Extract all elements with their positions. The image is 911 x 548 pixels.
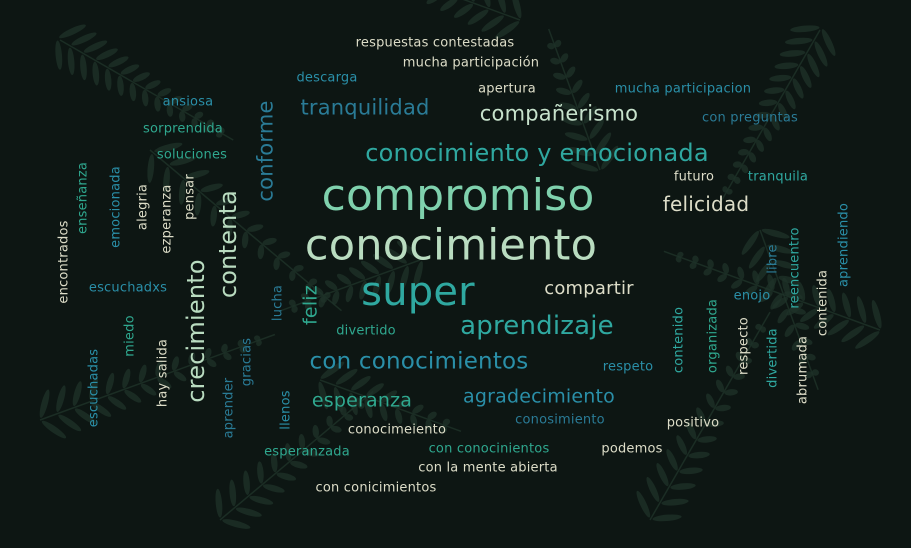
word-agradecimiento: agradecimiento bbox=[462, 385, 616, 408]
word-apertura: apertura bbox=[478, 81, 536, 97]
fern-frond bbox=[215, 390, 374, 529]
fern-frond bbox=[547, 28, 619, 172]
word-con-preguntas: con preguntas bbox=[702, 110, 798, 126]
word-aprendizaje: aprendizaje bbox=[460, 311, 614, 341]
word-aprender: aprender bbox=[221, 377, 237, 439]
word-companerismo: compañerismo bbox=[479, 101, 639, 126]
word-ansiosa: ansiosa bbox=[162, 94, 214, 110]
fern-frond bbox=[278, 241, 423, 313]
word-aprendiendo: aprendiendo bbox=[836, 202, 852, 288]
word-gracias: gracias bbox=[239, 337, 255, 387]
word-contenida: contenida bbox=[815, 269, 831, 337]
word-divertida: divertida bbox=[765, 328, 781, 388]
word-reencuentro: reencuentro bbox=[787, 227, 803, 309]
word-libre: libre bbox=[765, 244, 781, 274]
word-compromiso: compromiso bbox=[321, 170, 595, 221]
word-conosimiento: conosimiento bbox=[515, 412, 605, 428]
word-futuro: futuro bbox=[673, 169, 715, 185]
word-organizada: organizada bbox=[705, 298, 721, 374]
word-con-la-mente-abierta: con la mente abierta bbox=[418, 460, 558, 476]
word-descarga: descarga bbox=[296, 70, 358, 86]
word-con-conocinientos: con conocinientos bbox=[428, 441, 550, 457]
word-respecto: respecto bbox=[736, 317, 752, 375]
word-pensar: pensar bbox=[182, 174, 198, 220]
word-emocionada: emocionada bbox=[108, 166, 124, 248]
word-hay-salida: hay salida bbox=[155, 338, 171, 408]
word-sorprendida: sorprendida bbox=[143, 121, 223, 137]
word-podemos: podemos bbox=[601, 441, 663, 457]
word-enojo: enojo bbox=[733, 288, 771, 304]
word-lucha: lucha bbox=[270, 284, 286, 322]
word-crecimiento: crecimiento bbox=[182, 259, 210, 403]
word-con-conicimientos: con conicimientos bbox=[315, 480, 437, 496]
word-con-conocimientos: con conocimientos bbox=[309, 348, 529, 375]
word-esperanza: esperanza bbox=[311, 389, 413, 412]
word-contenta: contenta bbox=[214, 189, 242, 299]
word-respuestas-contestadas: respuestas contestadas bbox=[355, 35, 515, 51]
fern-frond bbox=[636, 311, 771, 522]
fern-frond bbox=[741, 228, 820, 391]
word-super: super bbox=[361, 269, 475, 315]
word-abrumada: abrumada bbox=[795, 335, 811, 405]
word-felicidad: felicidad bbox=[662, 192, 750, 216]
word-respeto: respeto bbox=[602, 359, 654, 375]
word-escuchadas: escuchadas bbox=[86, 348, 102, 428]
word-escuchadxs: escuchadxs bbox=[88, 280, 168, 296]
word-encontrados: encontrados bbox=[56, 220, 72, 304]
word-tranquila: tranquila bbox=[747, 169, 809, 185]
word-compartir: compartir bbox=[544, 278, 634, 299]
word-mucha-participacion-1: mucha participación bbox=[402, 55, 540, 71]
word-alegria: alegria bbox=[135, 183, 151, 231]
word-llenos: llenos bbox=[278, 390, 294, 430]
word-soluciones: soluciones bbox=[156, 147, 228, 163]
fern-frond bbox=[331, 0, 522, 39]
fern-frond bbox=[39, 333, 276, 439]
word-miedo: miedo bbox=[122, 315, 138, 357]
word-feliz: feliz bbox=[299, 285, 322, 325]
word-positivo: positivo bbox=[666, 415, 720, 431]
word-conforme: conforme bbox=[253, 100, 278, 202]
fern-frond bbox=[55, 24, 234, 141]
word-mucha-participacion-2: mucha participacion bbox=[614, 81, 752, 97]
word-conocimiento-y-emocionada: conocimiento y emocionada bbox=[365, 139, 709, 167]
word-tranquilidad: tranquilidad bbox=[300, 95, 430, 120]
word-conocimiento: conocimiento bbox=[304, 220, 598, 271]
word-ensenanza: enseñanza bbox=[75, 161, 91, 235]
word-ezperanza: ezperanza bbox=[159, 184, 175, 254]
fern-frond bbox=[318, 361, 462, 433]
word-esperanzada: esperanzada bbox=[264, 444, 350, 460]
fern-frond bbox=[147, 142, 342, 312]
fern-frond bbox=[719, 25, 836, 204]
word-conocimeiento: conocimeiento bbox=[347, 422, 447, 438]
word-contenido: contenido bbox=[671, 306, 687, 374]
word-divertido: divertido bbox=[336, 323, 396, 339]
